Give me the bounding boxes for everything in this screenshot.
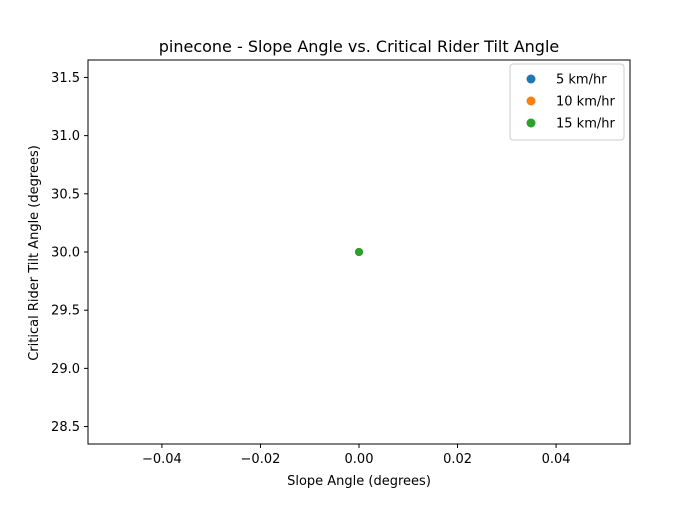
y-axis-label: Critical Rider Tilt Angle (degrees) xyxy=(27,145,42,361)
y-tick-label: 28.5 xyxy=(51,420,80,435)
data-point xyxy=(355,248,363,256)
legend: 5 km/hr 10 km/hr 15 km/hr xyxy=(509,63,625,141)
x-tick-label: 0.00 xyxy=(345,452,374,467)
legend-label: 10 km/hr xyxy=(556,95,615,110)
legend-marker xyxy=(526,74,536,84)
y-tick-label: 31.0 xyxy=(51,129,80,144)
legend-box xyxy=(509,63,625,141)
x-tick-label: −0.04 xyxy=(142,452,182,467)
y-tick-label: 31.5 xyxy=(51,71,80,86)
y-tick-label: 29.5 xyxy=(51,304,80,319)
x-axis-label: Slope Angle (degrees) xyxy=(287,474,431,489)
legend-marker xyxy=(526,96,536,106)
y-tick-label: 29.0 xyxy=(51,362,80,377)
y-tick-label: 30.5 xyxy=(51,187,80,202)
legend-label: 5 km/hr xyxy=(556,73,607,88)
x-tick-label: 0.04 xyxy=(542,452,571,467)
chart-title: pinecone - Slope Angle vs. Critical Ride… xyxy=(159,37,560,56)
legend-marker xyxy=(526,118,536,128)
legend-label: 15 km/hr xyxy=(556,117,615,132)
y-tick-label: 30.0 xyxy=(51,246,80,261)
points-layer xyxy=(355,248,363,256)
x-axis: −0.04 −0.02 0.00 0.02 0.04 xyxy=(142,444,571,467)
x-tick-label: 0.02 xyxy=(443,452,472,467)
x-tick-label: −0.02 xyxy=(241,452,281,467)
y-axis: 28.5 29.0 29.5 30.0 30.5 31.0 31.5 xyxy=(51,71,88,435)
